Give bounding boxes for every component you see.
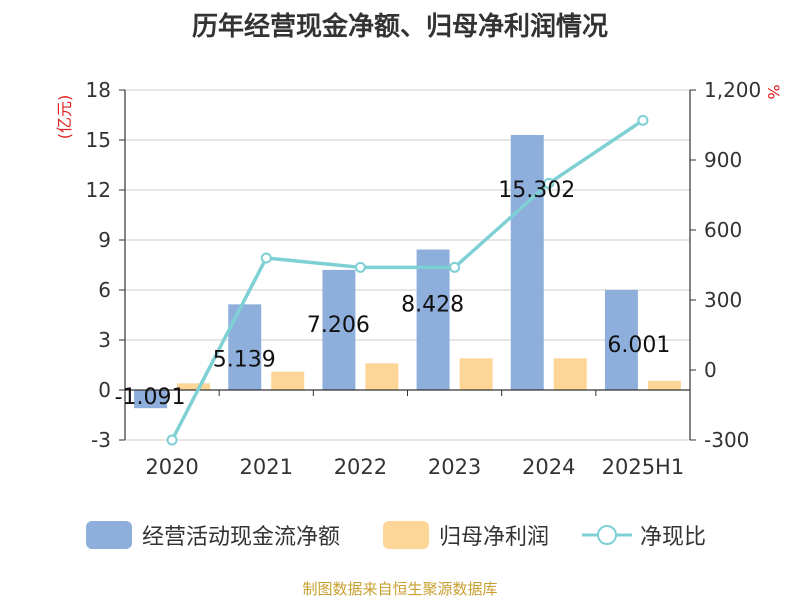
right-axis-unit: % xyxy=(764,84,783,99)
legend-label-cashflow: 经营活动现金流净额 xyxy=(142,525,341,550)
category-label: 2021 xyxy=(240,455,293,479)
ratio-point xyxy=(449,261,461,273)
right-tick-label: 0 xyxy=(704,358,717,382)
right-tick-label: 1,200 xyxy=(704,78,761,102)
profit-bar xyxy=(365,363,399,390)
ratio-point xyxy=(166,434,178,446)
left-tick-label: 12 xyxy=(86,178,111,202)
legend-item-cashflow[interactable]: 经营活动现金流净额 xyxy=(86,517,340,553)
right-tick-label: 900 xyxy=(704,148,742,172)
cashflow-data-label: 8.428 xyxy=(401,293,464,318)
cashflow-bar xyxy=(604,289,638,390)
category-label: 2023 xyxy=(428,455,481,479)
ratio-point xyxy=(260,252,272,264)
left-tick-label: -3 xyxy=(91,428,111,452)
left-tick-label: 9 xyxy=(98,228,111,252)
chart-title: 历年经营现金净额、归母净利润情况 xyxy=(191,12,608,42)
data-labels: -1.091 5.139 7.206 8.428 15.302 6.001 xyxy=(115,178,671,410)
legend-label-profit: 归母净利润 xyxy=(439,525,550,550)
legend-line-marker xyxy=(582,525,632,545)
cashflow-bar xyxy=(322,269,356,390)
left-tick-label: 3 xyxy=(98,328,111,352)
right-tick-label: 600 xyxy=(704,218,742,242)
cashflow-data-label: 15.302 xyxy=(498,178,575,203)
cashflow-data-label: 7.206 xyxy=(307,313,370,338)
legend-item-ratio[interactable]: 净现比 xyxy=(582,517,706,553)
profit-bar xyxy=(271,371,305,390)
right-tick-label: -300 xyxy=(704,428,749,452)
ratio-polyline xyxy=(170,118,644,441)
ratio-point xyxy=(637,114,649,126)
axes: -3 0 3 6 9 12 15 18 -300 0 300 600 900 1,200 (亿元)% 2020… xyxy=(55,78,783,479)
cashflow-data-label: 5.139 xyxy=(213,347,276,372)
left-tick-label: 15 xyxy=(86,128,111,152)
cashflow-bar xyxy=(134,390,168,409)
ratio-line xyxy=(166,114,649,446)
cashflow-data-label: 6.001 xyxy=(607,333,670,358)
left-axis-unit: (亿元) xyxy=(55,95,74,140)
legend-item-profit[interactable]: 归母净利润 xyxy=(383,517,549,553)
profit-bar xyxy=(553,358,587,390)
bars xyxy=(134,134,681,409)
category-label: 2022 xyxy=(334,455,387,479)
data-source-note: 制图数据来自恒生聚源数据库 xyxy=(302,580,498,598)
left-tick-label: 0 xyxy=(98,378,111,402)
right-tick-label: 300 xyxy=(704,288,742,312)
ratio-point xyxy=(543,177,555,189)
cashflow-bar xyxy=(416,249,450,390)
profit-bar xyxy=(177,383,211,390)
ratio-point xyxy=(354,261,366,273)
legend-swatch-cashflow xyxy=(86,521,132,549)
left-tick-label: 18 xyxy=(86,78,111,102)
left-tick-label: 6 xyxy=(98,278,111,302)
cashflow-bar xyxy=(510,134,544,390)
category-label: 2025H1 xyxy=(602,455,685,479)
legend-swatch-profit xyxy=(383,521,429,549)
cashflow-data-label: -1.091 xyxy=(115,385,186,410)
legend-label-ratio: 净现比 xyxy=(640,525,707,550)
profit-bar xyxy=(647,380,681,390)
profit-bar xyxy=(459,358,493,390)
category-label: 2024 xyxy=(522,455,575,479)
category-label: 2020 xyxy=(145,455,198,479)
